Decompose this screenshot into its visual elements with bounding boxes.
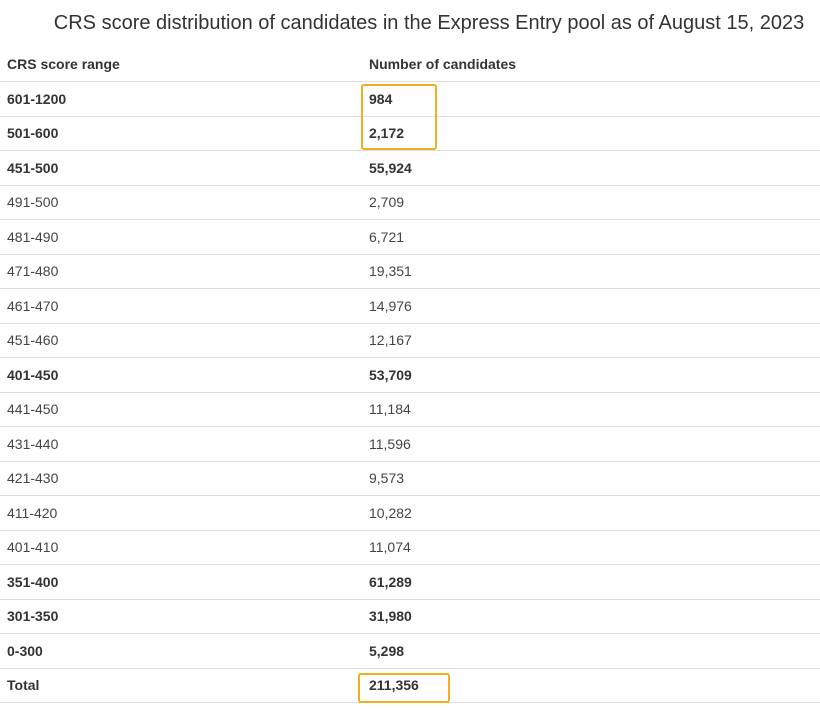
cell-candidate-count: 31,980 xyxy=(369,608,412,625)
table-row: 351-400 61,289 xyxy=(0,565,820,600)
table-row: 601-1200 984 xyxy=(0,82,820,117)
column-header-range: CRS score range xyxy=(7,56,120,72)
cell-score-range: 401-450 xyxy=(7,366,59,383)
cell-candidate-count: 12,167 xyxy=(369,332,412,349)
table-row: 421-430 9,573 xyxy=(0,462,820,496)
table-row: 441-450 11,184 xyxy=(0,393,820,427)
cell-score-range: 0-300 xyxy=(7,642,43,659)
cell-candidate-count: 61,289 xyxy=(369,573,412,590)
cell-score-range: 411-420 xyxy=(7,504,58,521)
cell-candidate-count: 10,282 xyxy=(369,504,412,521)
table-row: 501-600 2,172 xyxy=(0,117,820,151)
cell-score-range: 401-410 xyxy=(7,539,59,556)
cell-candidate-count: 55,924 xyxy=(369,159,412,176)
cell-candidate-count: 11,184 xyxy=(369,401,411,418)
crs-distribution-table: CRS score range Number of candidates 601… xyxy=(0,47,820,703)
cell-score-range: 481-490 xyxy=(7,228,59,245)
cell-candidate-count: 11,596 xyxy=(369,435,411,452)
table-row: 301-350 31,980 xyxy=(0,600,820,634)
cell-score-range: 451-460 xyxy=(7,332,59,349)
table-row-total: Total 211,356 xyxy=(0,669,820,703)
cell-candidate-count: 2,172 xyxy=(369,125,405,142)
table-row: 401-410 11,074 xyxy=(0,531,820,565)
table-row: 451-500 55,924 xyxy=(0,151,820,186)
cell-score-range: 421-430 xyxy=(7,470,59,487)
table-row: 491-500 2,709 xyxy=(0,186,820,220)
cell-score-range: 601-1200 xyxy=(7,90,67,107)
cell-score-range: 451-500 xyxy=(7,159,59,176)
cell-candidate-count: 984 xyxy=(369,90,393,107)
table-row: 411-420 10,282 xyxy=(0,496,820,531)
cell-score-range: 501-600 xyxy=(7,125,59,142)
cell-candidate-count: 53,709 xyxy=(369,366,412,383)
cell-candidate-count: 2,709 xyxy=(369,194,405,211)
table-body: 601-1200 984 501-600 2,172 451-500 55,924 491-… xyxy=(0,82,820,703)
cell-candidate-count: 5,298 xyxy=(369,642,405,659)
cell-candidate-count: 11,074 xyxy=(369,539,411,556)
cell-score-range: 301-350 xyxy=(7,608,59,625)
table-row: 401-450 53,709 xyxy=(0,358,820,393)
cell-candidate-count: 6,721 xyxy=(369,228,405,245)
cell-score-range: 471-480 xyxy=(7,263,59,280)
cell-candidate-count: 14,976 xyxy=(369,297,412,314)
cell-score-range: 441-450 xyxy=(7,401,59,418)
table-row: 0-300 5,298 xyxy=(0,634,820,669)
table-row: 481-490 6,721 xyxy=(0,220,820,255)
cell-candidate-count: 9,573 xyxy=(369,470,405,487)
column-header-count: Number of candidates xyxy=(369,56,517,72)
cell-score-range: 351-400 xyxy=(7,573,59,590)
cell-score-range: 491-500 xyxy=(7,194,59,211)
table-header-row: CRS score range Number of candidates xyxy=(0,47,820,82)
cell-candidate-count: 211,356 xyxy=(369,677,419,694)
cell-score-range: Total xyxy=(7,677,40,694)
cell-candidate-count: 19,351 xyxy=(369,263,412,280)
cell-score-range: 431-440 xyxy=(7,435,59,452)
cell-score-range: 461-470 xyxy=(7,297,59,314)
table-title: CRS score distribution of candidates in … xyxy=(53,12,805,34)
table-row: 431-440 11,596 xyxy=(0,427,820,462)
table-row: 471-480 19,351 xyxy=(0,255,820,289)
table-row: 461-470 14,976 xyxy=(0,289,820,324)
table-row: 451-460 12,167 xyxy=(0,324,820,358)
